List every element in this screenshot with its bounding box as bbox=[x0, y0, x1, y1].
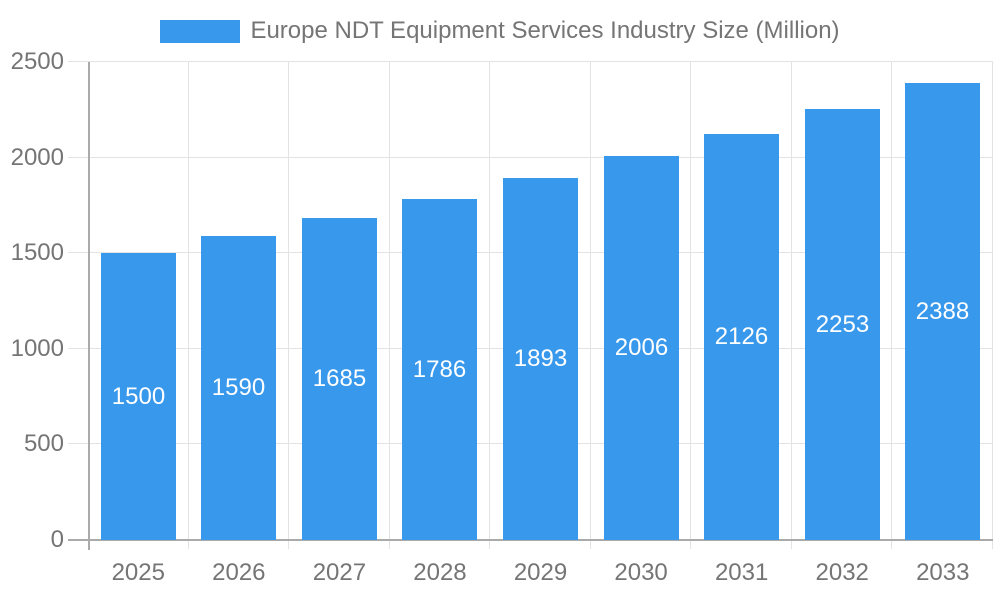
grid-line-vertical bbox=[891, 62, 892, 549]
grid-line-vertical bbox=[791, 62, 792, 549]
bar-value-label: 1590 bbox=[211, 374, 266, 401]
bar-2027: 1685 bbox=[302, 218, 377, 540]
y-tick-label: 500 bbox=[23, 430, 64, 458]
y-tick-label: 2500 bbox=[10, 48, 64, 75]
x-tick-label: 2031 bbox=[714, 559, 769, 586]
bar-2025: 1500 bbox=[101, 253, 176, 540]
grid-line-vertical bbox=[489, 62, 490, 549]
y-axis-line bbox=[88, 62, 90, 550]
x-tick-label: 2026 bbox=[212, 559, 266, 586]
x-tick-label: 2030 bbox=[614, 559, 668, 586]
y-tick-label: 1000 bbox=[10, 334, 64, 362]
y-tick-label: 2000 bbox=[10, 143, 64, 171]
bar-2032: 2253 bbox=[805, 109, 880, 540]
bar-value-label: 1685 bbox=[312, 365, 367, 392]
x-tick-label: 2029 bbox=[513, 559, 568, 586]
grid-line-horizontal bbox=[68, 156, 993, 158]
bar-value-label: 2388 bbox=[915, 297, 970, 325]
chart-legend: Europe NDT Equipment Services Industry S… bbox=[0, 14, 1000, 48]
bar-value-label: 2126 bbox=[714, 323, 769, 350]
x-axis-labels: 2025 2026 2027 2028 2029 2030 2031 2032 2033 bbox=[88, 558, 993, 588]
grid-line-vertical bbox=[188, 62, 189, 549]
y-tick-label: 1500 bbox=[10, 239, 64, 267]
grid-line-vertical bbox=[389, 62, 390, 549]
legend-swatch-icon bbox=[160, 19, 241, 43]
x-axis-line bbox=[68, 539, 993, 541]
bar-2029: 1893 bbox=[503, 178, 578, 540]
bar-value-label: 1500 bbox=[111, 382, 166, 410]
bar-2033: 2388 bbox=[905, 83, 980, 540]
x-tick-label: 2028 bbox=[413, 559, 467, 586]
grid-line-horizontal bbox=[68, 61, 993, 62]
chart-title: Europe NDT Equipment Services Industry S… bbox=[250, 17, 840, 44]
bar-value-label: 2253 bbox=[815, 310, 870, 338]
y-axis-labels: 0 500 1000 1500 2000 2500 bbox=[0, 49, 64, 553]
x-tick-label: 2025 bbox=[111, 559, 165, 586]
plot-area: 1500 1590 1685 1786 1893 2006 2126 2253 2388 bbox=[68, 61, 993, 550]
bar-value-label: 2006 bbox=[614, 334, 669, 361]
grid-line-vertical bbox=[992, 62, 993, 549]
bar-value-label: 1786 bbox=[412, 355, 467, 383]
bar-2030: 2006 bbox=[604, 156, 679, 540]
x-tick-label: 2027 bbox=[312, 559, 367, 586]
grid-line-vertical bbox=[690, 62, 691, 549]
y-tick-label: 0 bbox=[50, 526, 64, 553]
grid-line-vertical bbox=[288, 62, 289, 549]
x-tick-label: 2032 bbox=[815, 559, 869, 586]
bar-2031: 2126 bbox=[704, 134, 779, 540]
bar-2026: 1590 bbox=[201, 236, 276, 540]
bar-value-label: 1893 bbox=[513, 345, 568, 372]
bar-2028: 1786 bbox=[402, 199, 477, 540]
grid-line-vertical bbox=[590, 62, 591, 549]
x-tick-label: 2033 bbox=[916, 559, 970, 586]
